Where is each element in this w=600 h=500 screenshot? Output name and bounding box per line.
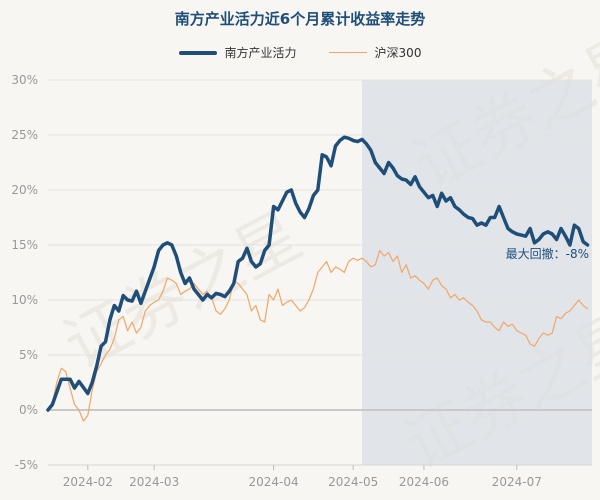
chart-title: 南方产业活力近6个月累计收益率走势 (174, 10, 426, 28)
y-tick-label: 0% (19, 403, 38, 417)
legend-swatch-main (178, 50, 217, 55)
series-line-index (47, 249, 589, 422)
y-tick-label: 25% (11, 128, 38, 142)
y-tick-label: -5% (15, 458, 38, 472)
y-tick-label: 10% (11, 293, 38, 307)
x-tick-label: 2024-04 (248, 475, 298, 489)
y-tick-label: 5% (19, 348, 38, 362)
legend-item-main[interactable]: 南方产业活力 (178, 44, 297, 61)
legend-label-index: 沪深300 (374, 46, 422, 60)
legend-label-main: 南方产业活力 (224, 46, 297, 60)
x-tick-label: 2024-02 (63, 475, 113, 489)
x-tick-label: 2024-07 (492, 475, 542, 489)
legend-swatch-index (328, 51, 367, 54)
y-tick-label: 15% (11, 238, 38, 252)
drawdown-label: 最大回撤：-8% (506, 246, 589, 261)
x-tick-label: 2024-06 (399, 475, 449, 489)
legend-item-index[interactable]: 沪深300 (328, 44, 422, 61)
watermark-text-0: 证券之星 (53, 199, 314, 385)
x-tick-label: 2024-03 (129, 475, 179, 489)
shade-layer (362, 80, 592, 465)
series-line-main (46, 135, 590, 412)
legend: 南方产业活力 沪深300 (0, 44, 600, 61)
y-tick-label: 20% (11, 183, 38, 197)
x-tick-label: 2024-05 (328, 475, 378, 489)
drawdown-shade (362, 80, 592, 465)
series-layer (46, 135, 590, 422)
grid-layer: 30% 25% 20% 15% 10% 5% 0% -5% 2024-02 2024-03 2024… (11, 73, 592, 489)
y-tick-label: 30% (11, 73, 38, 87)
label-layer: 最大回撤：-8% (506, 246, 589, 261)
